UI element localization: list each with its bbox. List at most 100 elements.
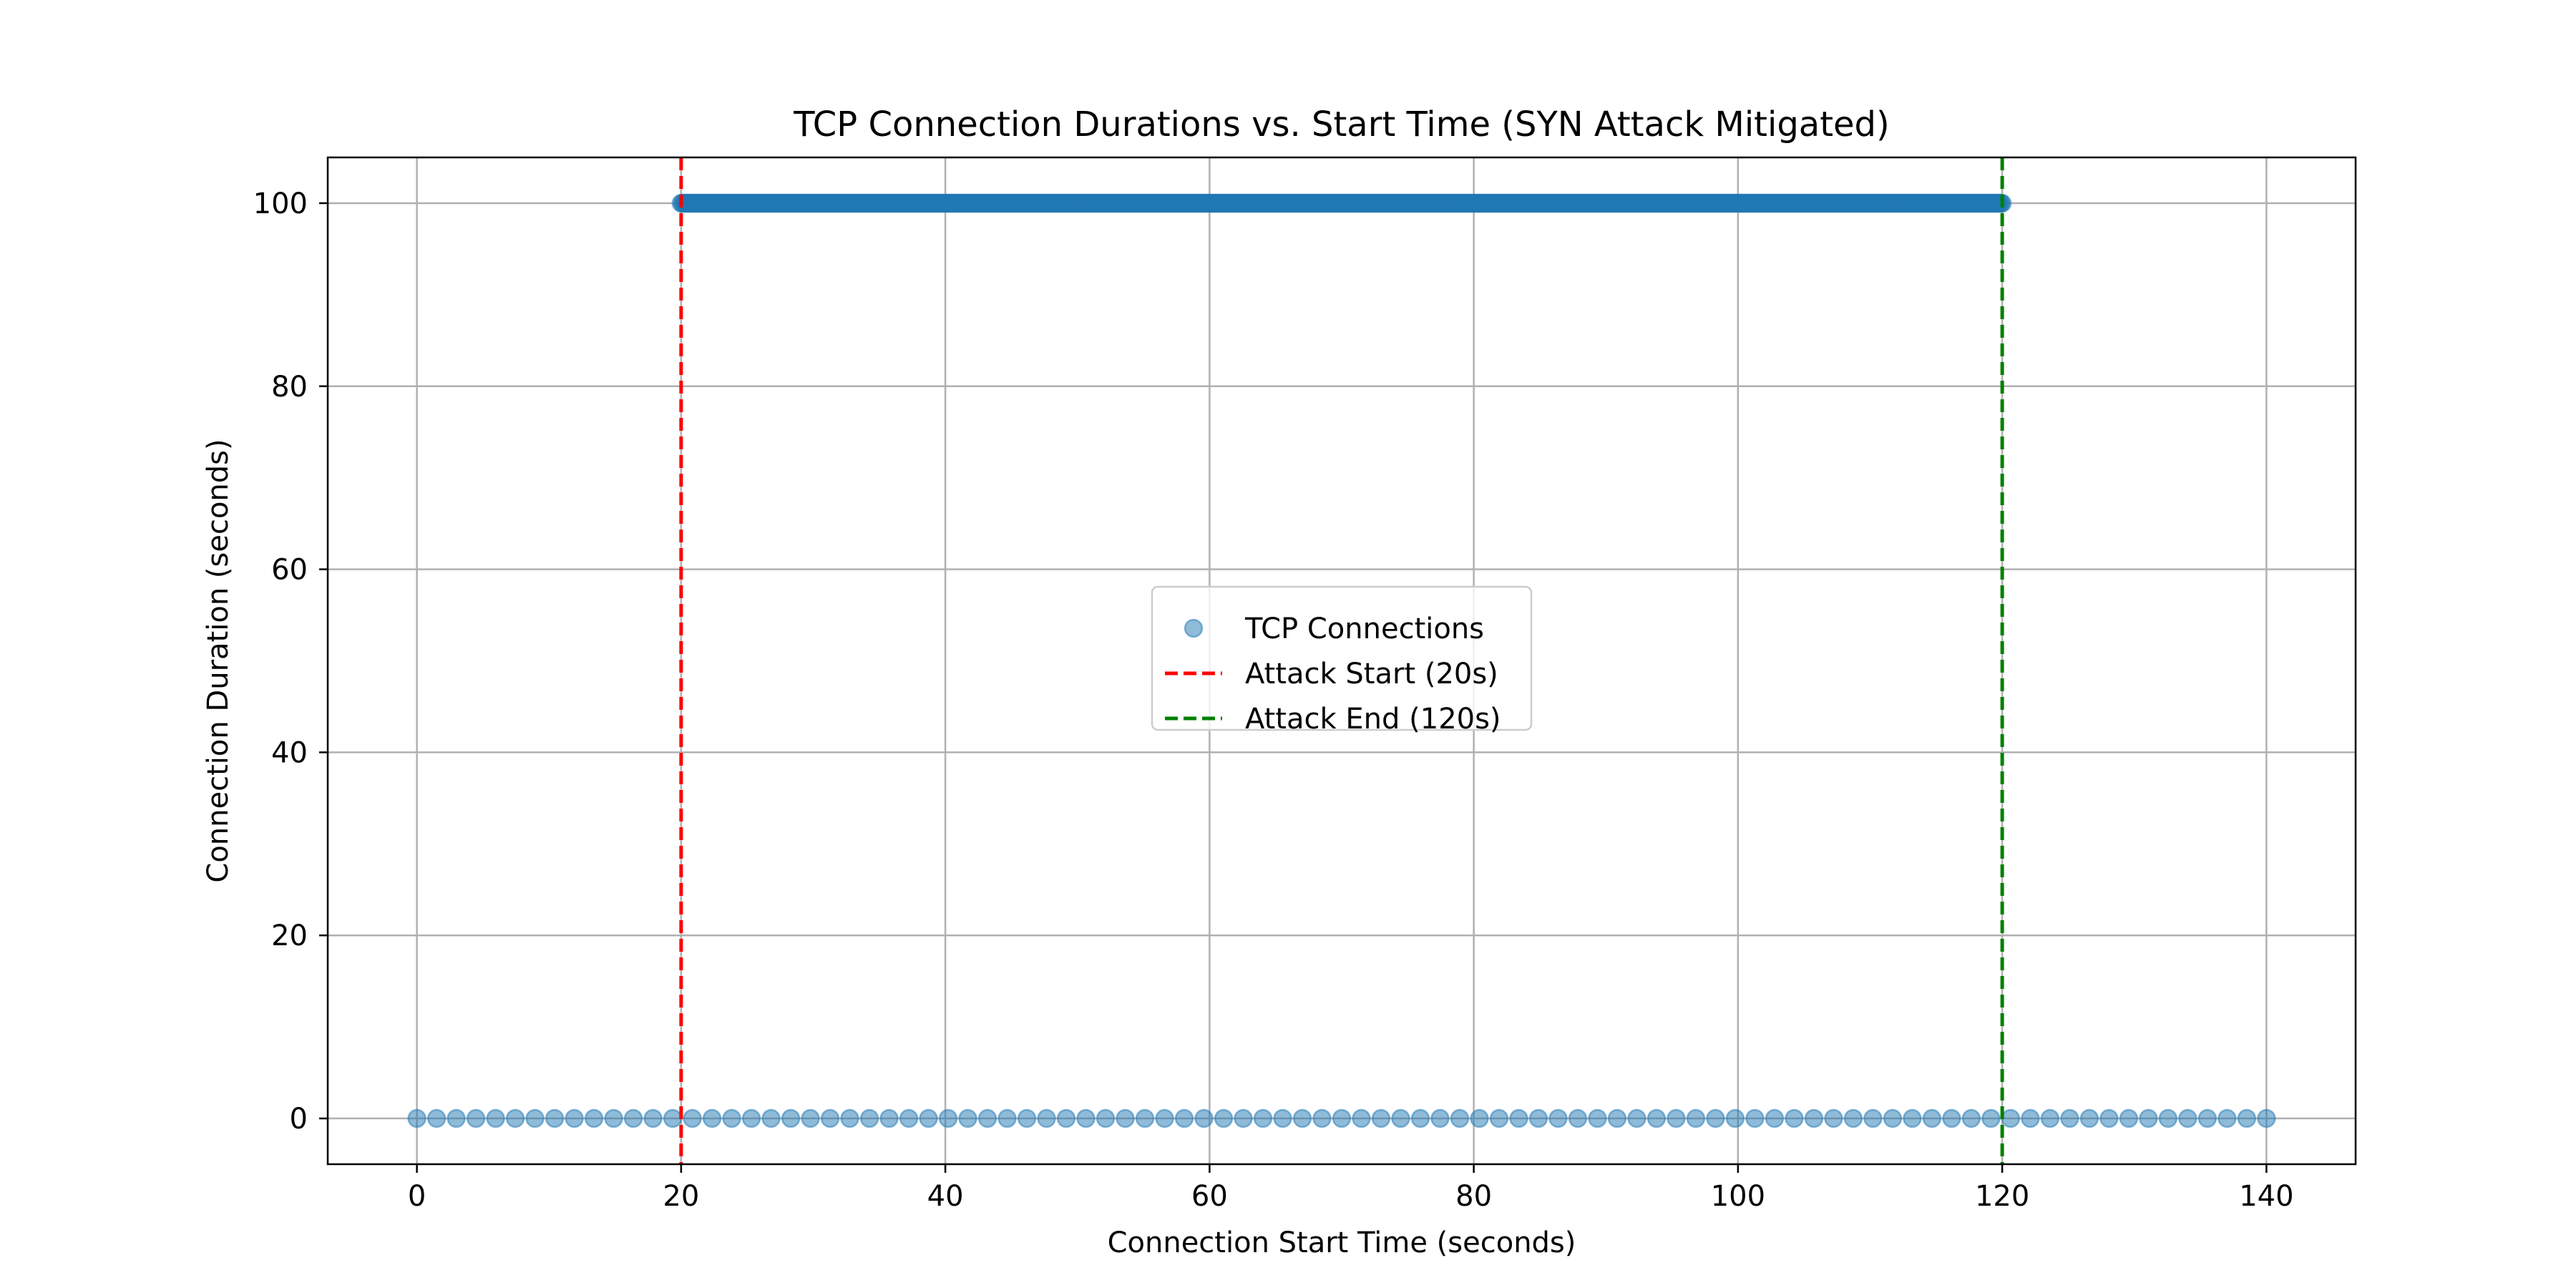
data-point — [781, 1108, 801, 1128]
data-point — [447, 1108, 466, 1128]
plot-area-frame — [326, 156, 2357, 1166]
data-point — [525, 1108, 545, 1128]
legend-label: Attack Start (20s) — [1245, 658, 1498, 691]
data-point — [1785, 1108, 1804, 1128]
data-point — [1706, 1108, 1725, 1128]
data-point — [1903, 1108, 1922, 1128]
y-tick-label: 60 — [271, 554, 308, 587]
data-point — [761, 1108, 781, 1128]
data-point — [1076, 1108, 1096, 1128]
data-point — [1450, 1108, 1470, 1128]
data-point — [2060, 1108, 2079, 1128]
y-tick-label: 80 — [271, 371, 308, 404]
data-point — [1922, 1108, 1942, 1128]
data-point — [1292, 1108, 1312, 1128]
data-point — [1214, 1108, 1234, 1128]
data-point — [1528, 1108, 1548, 1128]
data-point — [486, 1108, 505, 1128]
data-point — [1863, 1108, 1883, 1128]
data-point — [584, 1108, 604, 1128]
data-point — [1883, 1108, 1903, 1128]
data-point — [1352, 1108, 1371, 1128]
x-tick-label: 140 — [2239, 1180, 2293, 1213]
x-tick-label: 20 — [663, 1180, 699, 1213]
chart-title: TCP Connection Durations vs. Start Time … — [793, 104, 1890, 145]
y-tick-label: 100 — [253, 187, 308, 220]
data-point — [683, 1108, 702, 1128]
y-axis-label: Connection Duration (seconds) — [202, 439, 235, 882]
data-point — [801, 1108, 820, 1128]
data-point — [879, 1108, 899, 1128]
data-point — [2139, 1108, 2158, 1128]
data-point — [1568, 1108, 1588, 1128]
data-point — [1096, 1108, 1116, 1128]
data-point — [722, 1108, 741, 1128]
data-point — [545, 1108, 565, 1128]
data-point — [623, 1108, 643, 1128]
data-point — [2001, 1108, 2021, 1128]
data-point — [1135, 1108, 1155, 1128]
data-point — [2178, 1108, 2197, 1128]
data-point — [1332, 1108, 1352, 1128]
data-point — [2021, 1108, 2040, 1128]
data-point — [1548, 1108, 1568, 1128]
x-tick-label: 100 — [1711, 1180, 1765, 1213]
data-point — [1588, 1108, 1607, 1128]
data-point — [2079, 1108, 2099, 1128]
data-point — [1607, 1108, 1627, 1128]
y-tick-label: 40 — [271, 736, 308, 769]
legend: TCP Connections Attack Start (20s) Attack … — [1151, 585, 1533, 736]
data-point — [1824, 1108, 1843, 1128]
legend-label: Attack End (120s) — [1245, 703, 1501, 736]
x-tick-label: 0 — [408, 1180, 426, 1213]
data-point — [1410, 1108, 1430, 1128]
data-point — [1667, 1108, 1686, 1128]
data-point — [919, 1108, 938, 1128]
x-axis-label: Connection Start Time (seconds) — [1108, 1226, 1576, 1259]
data-point — [1961, 1108, 1981, 1128]
data-point — [1509, 1108, 1528, 1128]
legend-label: TCP Connections — [1244, 613, 1484, 645]
data-point — [2218, 1108, 2237, 1128]
data-point — [1017, 1108, 1037, 1128]
data-point — [604, 1108, 623, 1128]
data-point — [899, 1108, 919, 1128]
data-point — [1646, 1108, 1667, 1128]
data-point — [1627, 1108, 1646, 1128]
data-point — [1116, 1108, 1135, 1128]
data-point — [1037, 1108, 1056, 1128]
y-tick-label: 20 — [271, 919, 308, 952]
x-tick-label: 80 — [1455, 1180, 1492, 1213]
data-point — [977, 1108, 997, 1128]
data-point — [997, 1108, 1017, 1128]
data-point — [1981, 1108, 2001, 1128]
data-point — [1804, 1108, 1824, 1128]
data-point — [1253, 1108, 1273, 1128]
data-point — [505, 1108, 525, 1128]
data-point — [426, 1108, 447, 1128]
data-point — [958, 1108, 977, 1128]
data-point — [2257, 1108, 2276, 1128]
legend-marker — [1184, 618, 1204, 638]
data-point — [702, 1108, 722, 1128]
axis-ticks: 0 20 40 60 80 100 120 140 0 20 40 60 80 100 — [253, 187, 2294, 1213]
data-point — [1174, 1108, 1194, 1128]
data-point — [2119, 1108, 2139, 1128]
data-point — [1312, 1108, 1332, 1128]
data-point — [2197, 1108, 2218, 1128]
data-point — [643, 1108, 663, 1128]
data-point — [1470, 1108, 1489, 1128]
data-point — [1273, 1108, 1292, 1128]
data-point — [1489, 1108, 1509, 1128]
data-point — [1745, 1108, 1765, 1128]
x-tick-label: 60 — [1191, 1180, 1228, 1213]
data-point — [1194, 1108, 1214, 1128]
reference-lines — [679, 157, 2004, 1164]
data-point — [2158, 1108, 2178, 1128]
data-point — [840, 1108, 859, 1128]
data-points — [407, 193, 2276, 1128]
x-tick-label: 120 — [1975, 1180, 2029, 1213]
data-point — [741, 1108, 761, 1128]
data-point — [407, 1108, 426, 1128]
